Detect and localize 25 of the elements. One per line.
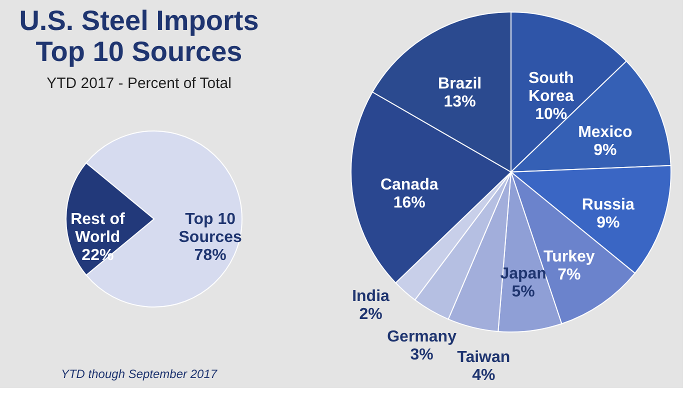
data-label: 9%: [596, 214, 620, 232]
slice-label: Taiwan: [457, 349, 510, 366]
data-label: 16%: [393, 194, 426, 212]
data-label: 2%: [359, 306, 382, 324]
slice-label: Rest of World: [70, 211, 126, 246]
slice-label: Turkey: [544, 248, 595, 266]
data-label: 9%: [594, 142, 617, 159]
data-label: 10%: [535, 106, 568, 123]
data-label: 5%: [512, 284, 535, 301]
slice-label: Canada: [380, 176, 438, 194]
slice-label: India: [352, 288, 390, 306]
chart-subtitle: YTD 2017 - Percent of Total: [46, 75, 232, 92]
data-label: 3%: [410, 346, 434, 364]
chart-title: U.S. Steel Imports Top 10 Sources: [19, 5, 259, 67]
slice-label: Mexico: [578, 124, 633, 141]
slice-label: South Korea: [528, 70, 574, 105]
data-label: 4%: [472, 367, 496, 384]
slice-label: Russia: [582, 196, 634, 214]
data-label: 7%: [558, 266, 581, 284]
slice-label: Top 10 Sources: [178, 210, 242, 246]
data-label: 13%: [444, 93, 476, 110]
data-label: 78%: [194, 246, 226, 264]
slice-label: Brazil: [438, 75, 482, 92]
text: YTD though September 2017: [60, 367, 218, 381]
slice-label: Germany: [387, 328, 457, 346]
